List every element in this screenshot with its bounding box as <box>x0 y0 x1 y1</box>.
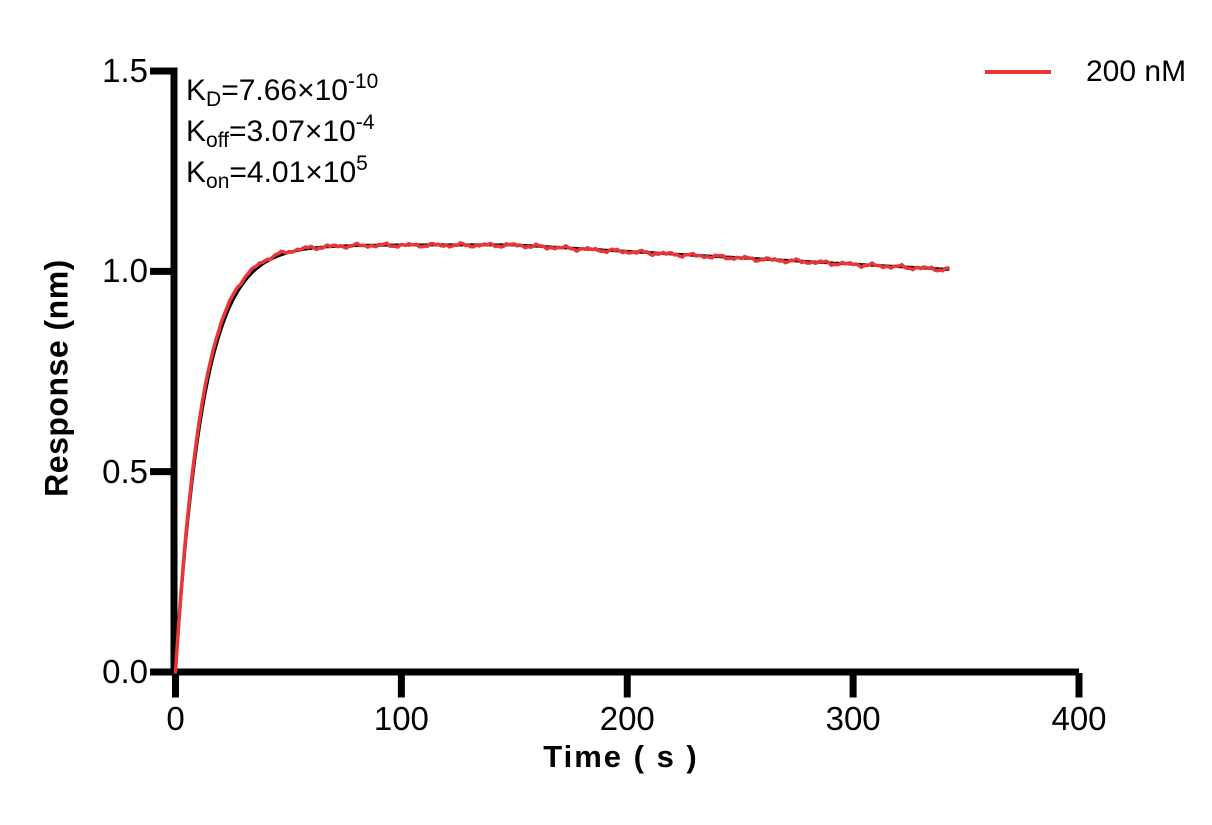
annotation-koff-exp: -4 <box>355 111 375 134</box>
annotation-kon-sub: on <box>206 170 230 193</box>
y-tick-label: 0.5 <box>102 452 148 490</box>
annotation-kon-value: =4.01×10 <box>229 156 357 189</box>
legend-line-swatch <box>985 70 1051 74</box>
annotation-kd-base: K <box>186 74 207 107</box>
data-curve-path-200nM <box>173 241 950 674</box>
y-tick-label: 1.5 <box>102 52 148 89</box>
annotation-kon-base: K <box>186 156 207 189</box>
legend: 200 nM <box>985 55 1186 89</box>
y-tick-label: 1.0 <box>102 252 148 290</box>
x-tick-label: 100 <box>373 700 429 737</box>
x-tick-label: 300 <box>825 700 881 737</box>
x-tick-label: 200 <box>599 700 655 737</box>
y-tick-label: 0.0 <box>102 653 148 690</box>
annotation-kd-sub: D <box>206 88 222 111</box>
annotation-kd: KD=7.66×10-10 <box>186 70 378 111</box>
annotation-kon: Kon=4.01×105 <box>186 152 378 193</box>
annotation-koff-base: K <box>186 115 207 148</box>
fit-curve-path <box>174 243 950 674</box>
annotation-kon-exp: 5 <box>356 152 368 175</box>
x-tick-label: 0 <box>166 700 185 737</box>
kinetics-annotations: KD=7.66×10-10 Koff=3.07×10-4 Kon=4.01×10… <box>186 70 378 193</box>
y-axis-title: Response (nm) <box>38 259 75 497</box>
annotation-koff-value: =3.07×10 <box>228 115 356 148</box>
annotation-kd-exp: -10 <box>347 70 379 93</box>
x-axis-title: Time ( s ) <box>543 739 699 774</box>
annotation-koff-sub: off <box>206 129 229 152</box>
annotation-koff: Koff=3.07×10-4 <box>186 111 378 152</box>
annotation-kd-value: =7.66×10 <box>221 74 348 107</box>
legend-label: 200 nM <box>1086 55 1187 88</box>
x-tick-label: 400 <box>1051 700 1107 737</box>
